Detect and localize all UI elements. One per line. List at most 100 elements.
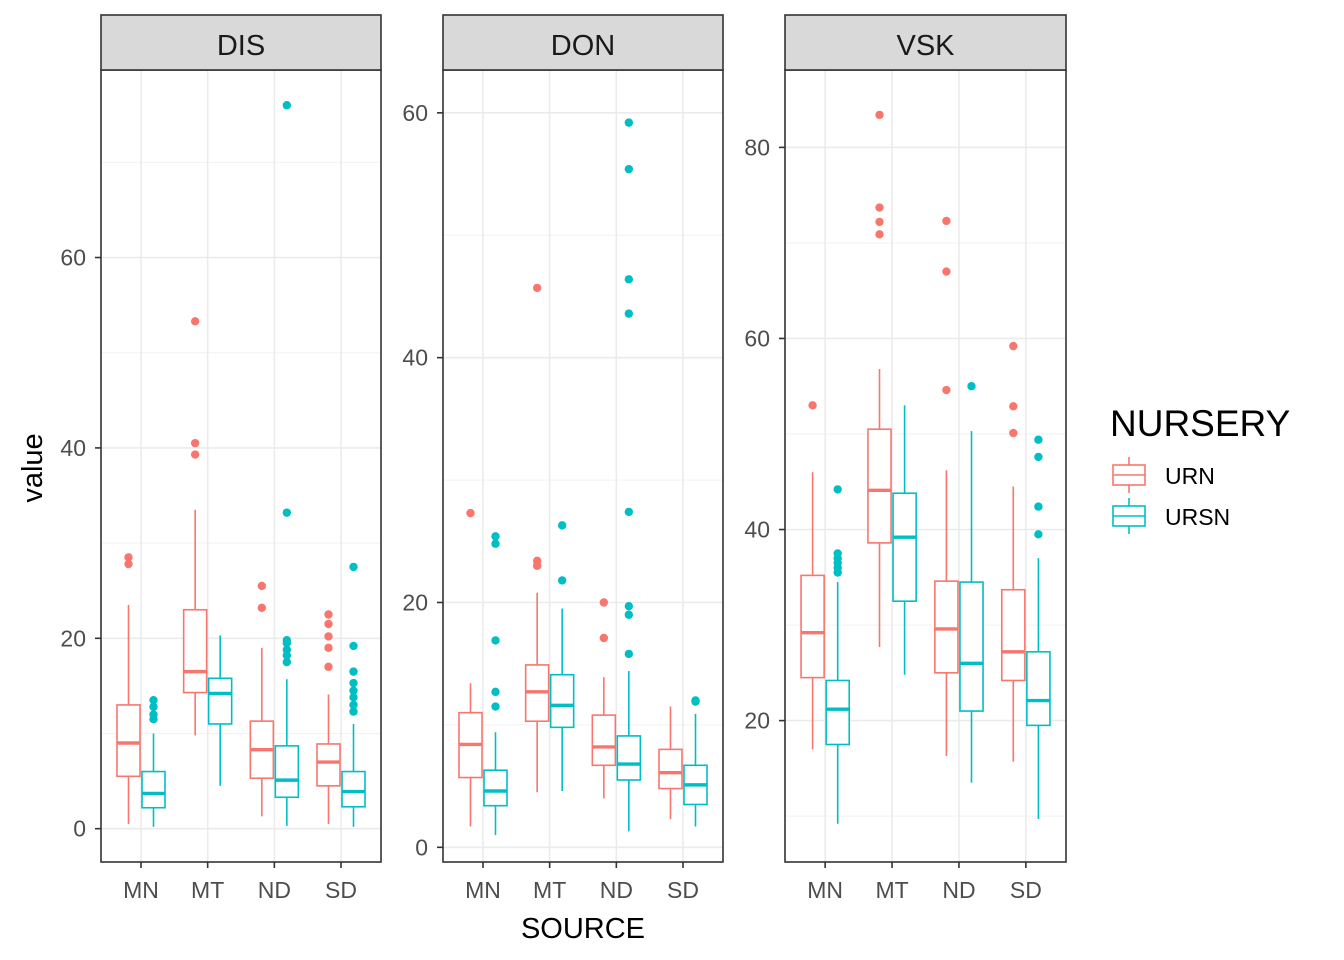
outlier-point	[349, 678, 358, 688]
panel-background	[443, 70, 723, 862]
x-tick-label: ND	[258, 877, 291, 903]
outlier-point	[1009, 428, 1018, 438]
box-mn-urn	[458, 508, 483, 827]
box-iqr	[1000, 588, 1026, 682]
box-iqr	[934, 580, 959, 674]
outlier-point	[1034, 452, 1043, 462]
x-tick-label: MN	[465, 877, 501, 903]
box-sd-urn	[316, 610, 341, 824]
box-iqr	[116, 704, 141, 778]
box-mn-ursn	[825, 485, 851, 824]
x-axis-title: SOURCE	[521, 913, 645, 945]
outlier-point	[466, 508, 475, 518]
legend: NURSERY URN URSN	[1110, 403, 1290, 534]
outlier-point	[257, 603, 267, 613]
box-iqr	[825, 679, 851, 746]
x-tick-label: ND	[942, 877, 975, 903]
outlier-point	[942, 216, 951, 226]
y-tick-label: 40	[744, 517, 770, 543]
box-nd-urn	[249, 581, 275, 817]
outlier-point	[942, 267, 951, 276]
y-tick-label: 0	[73, 816, 86, 842]
x-tick-label: MT	[875, 877, 908, 903]
legend-entry-urn: URN	[1112, 457, 1215, 493]
box-mn-ursn	[141, 695, 166, 827]
box-sd-ursn	[341, 562, 366, 827]
legend-label: URN	[1165, 463, 1215, 489]
box-iqr	[867, 428, 892, 544]
y-tick-label: 60	[744, 325, 770, 351]
box-sd-urn	[1000, 341, 1026, 762]
y-tick-label: 60	[402, 100, 428, 126]
y-tick-label: 80	[744, 134, 770, 160]
y-tick-label: 20	[744, 708, 770, 734]
outlier-point	[599, 598, 609, 607]
outlier-point	[1009, 341, 1018, 351]
box-iqr	[892, 492, 917, 602]
box-iqr	[316, 743, 341, 787]
outlier-point	[557, 521, 567, 530]
box-mt-urn	[182, 317, 208, 736]
outlier-point	[833, 549, 842, 558]
outlier-point	[624, 507, 634, 517]
outlier-point	[349, 707, 358, 716]
outlier-point	[324, 632, 333, 641]
outlier-point	[349, 562, 358, 572]
strip-label: VSK	[896, 30, 955, 62]
y-tick-label: 40	[60, 435, 86, 461]
outlier-point	[1034, 502, 1043, 511]
outlier-point	[324, 619, 333, 629]
box-mt-ursn	[549, 521, 575, 792]
box-iqr	[549, 673, 575, 729]
outlier-point	[624, 164, 634, 174]
y-tick-label: 20	[60, 625, 86, 651]
outlier-point	[624, 601, 634, 611]
y-tick-label: 20	[402, 589, 428, 615]
x-tick-label: MN	[807, 877, 843, 903]
outlier-point	[557, 576, 567, 585]
y-axis-title: value	[17, 433, 49, 502]
box-iqr	[274, 745, 300, 799]
outlier-point	[491, 636, 500, 645]
outlier-point	[324, 610, 333, 619]
outlier-point	[324, 662, 333, 672]
y-tick-label: 40	[402, 345, 428, 371]
legend-title: NURSERY	[1110, 403, 1290, 444]
strip-background	[784, 14, 1067, 71]
outlier-point	[1034, 435, 1043, 444]
outlier-point	[349, 693, 358, 702]
panel-don: DON 0 20 40 60 MN MT ND SD	[402, 14, 724, 903]
outlier-point	[491, 702, 500, 711]
outlier-point	[349, 641, 358, 651]
outlier-point	[124, 559, 133, 569]
outlier-point	[967, 382, 976, 391]
box-nd-ursn	[274, 101, 300, 826]
strip-background	[100, 14, 382, 71]
outlier-point	[875, 203, 884, 212]
x-tick-label: MT	[191, 877, 224, 903]
y-tick-label: 60	[60, 245, 86, 271]
strip-label: DON	[551, 30, 615, 62]
outlier-point	[149, 695, 158, 705]
outlier-point	[691, 696, 700, 705]
outlier-point	[282, 636, 292, 645]
outlier-point	[491, 687, 500, 697]
box-sd-urn	[658, 706, 683, 820]
outlier-point	[875, 230, 884, 239]
outlier-point	[532, 283, 542, 293]
panel-dis: DIS 0 20 40 60 MN MT ND SD	[60, 14, 382, 903]
outlier-point	[875, 217, 884, 227]
outlier-point	[808, 401, 817, 410]
outlier-point	[349, 686, 358, 695]
facet-panels: DIS 0 20 40 60 MN MT ND SD DON 0 20 40 60 MN MT ND SD VSK 2…	[60, 14, 1067, 903]
box-nd-ursn	[959, 382, 984, 783]
outlier-point	[149, 710, 158, 719]
legend-entry-ursn: URSN	[1112, 498, 1230, 534]
y-tick-label: 0	[415, 834, 428, 860]
strip-background	[442, 14, 724, 71]
box-sd-ursn	[683, 696, 708, 827]
outlier-point	[190, 438, 200, 448]
outlier-point	[624, 610, 634, 619]
x-tick-label: ND	[600, 877, 633, 903]
